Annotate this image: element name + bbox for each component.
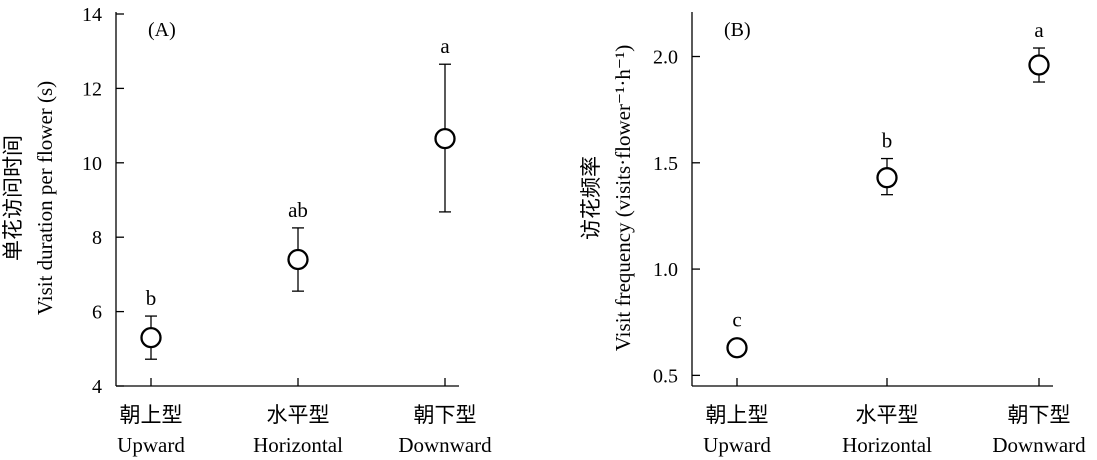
- y-tick-label: 2.0: [653, 47, 678, 69]
- x-tick-label-en: Upward: [117, 433, 185, 457]
- x-tick-label-cn: 朝上型: [120, 403, 183, 427]
- y-tick-label: 10: [82, 153, 102, 175]
- y-tick-label: 12: [82, 78, 102, 100]
- y-tick-label: 14: [82, 4, 102, 26]
- x-tick-label-en: Upward: [703, 433, 771, 457]
- y-tick-label: 6: [92, 302, 102, 324]
- y-axis-label-en: Visit duration per flower (s): [33, 81, 57, 315]
- significance-letter: b: [882, 129, 893, 153]
- data-point: [876, 167, 898, 189]
- y-tick-label: 8: [92, 227, 102, 249]
- y-tick-label: 0.5: [653, 365, 678, 387]
- significance-letter: a: [440, 34, 450, 58]
- y-axis-label-en: Visit frequency (visits·flower⁻¹·h⁻¹): [611, 45, 635, 351]
- panel-label: (A): [148, 19, 176, 41]
- x-tick-label-en: Downward: [992, 433, 1086, 457]
- y-axis-label-cn: 访花频率: [579, 156, 603, 240]
- x-tick-label-cn: 朝下型: [1008, 403, 1071, 427]
- x-tick-label-en: Horizontal: [842, 433, 932, 457]
- panel-label: (B): [724, 19, 751, 41]
- x-tick-label-en: Horizontal: [253, 433, 343, 457]
- data-point: [140, 326, 162, 349]
- x-tick-label-cn: 水平型: [267, 403, 330, 427]
- significance-letter: ab: [288, 198, 308, 222]
- x-tick-label-cn: 水平型: [856, 403, 919, 427]
- data-point: [726, 337, 748, 359]
- significance-letter: a: [1034, 18, 1044, 42]
- data-point: [1028, 54, 1050, 76]
- panel-a: (A) 4 6 8 10 12 14 单花访问时间 Visit duration per flo…: [1, 4, 492, 457]
- x-tick-label-cn: 朝下型: [414, 403, 477, 427]
- x-tick-label-cn: 朝上型: [706, 403, 769, 427]
- significance-letter: c: [732, 308, 741, 332]
- y-tick-label: 1.0: [653, 259, 678, 281]
- data-point: [287, 248, 309, 271]
- data-point: [434, 127, 456, 150]
- y-tick-label: 4: [92, 376, 102, 398]
- y-axis-label-cn: 单花访问时间: [1, 135, 25, 261]
- x-tick-label-en: Downward: [398, 433, 492, 457]
- significance-letter: b: [146, 286, 157, 310]
- panel-b: (B) 0.5 1.0 1.5 2.0 访花频率 Visit frequency (visi…: [579, 12, 1086, 457]
- y-tick-label: 1.5: [653, 153, 678, 175]
